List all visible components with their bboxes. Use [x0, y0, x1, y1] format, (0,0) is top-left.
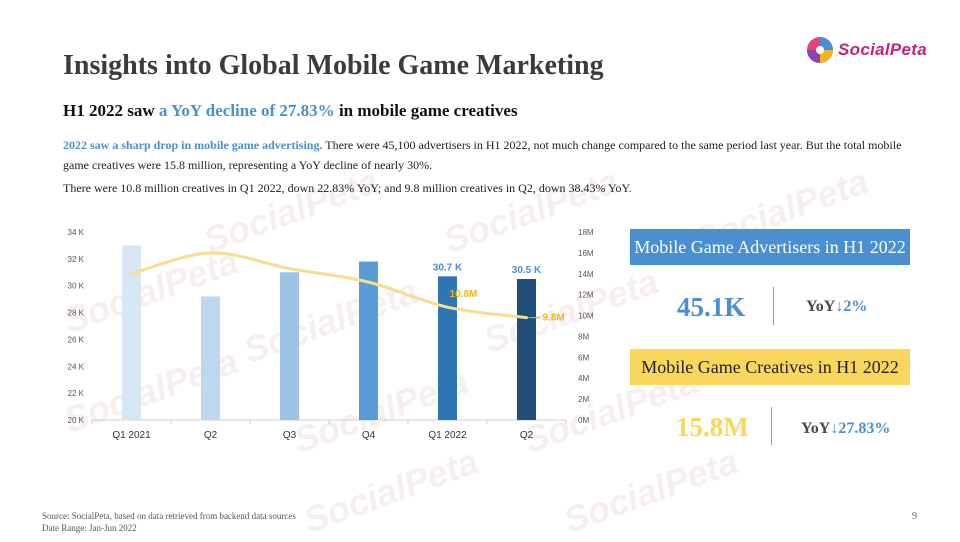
y-right-tick-label: 4M [578, 374, 589, 383]
y-right-tick-label: 0M [578, 416, 589, 425]
y-right-tick-label: 12M [578, 291, 594, 300]
brand-logo: SocialPeta [806, 34, 927, 66]
bar-data-label: 30.5 K [512, 265, 542, 276]
y-left-tick-label: 24 K [68, 362, 85, 371]
y-right-tick-label: 14M [578, 270, 594, 279]
footer-source: Source: SocialPeta, based on data retrie… [42, 511, 296, 521]
yoy-value: ↓27.83% [830, 420, 891, 437]
y-right-tick-label: 8M [578, 332, 589, 341]
divider [773, 287, 774, 325]
bar-advertisers [438, 276, 457, 420]
yoy-label: YoY [806, 298, 836, 315]
summary-highlight: 2022 saw a sharp drop in mobile game adv… [63, 138, 323, 152]
advertisers-value: 45.1K [677, 292, 746, 322]
bar-advertisers [122, 245, 141, 420]
line-creatives [130, 251, 528, 320]
subtitle-text: H1 2022 saw [63, 101, 159, 120]
x-tick-label: Q2 [520, 430, 534, 441]
page-title: Insights into Global Mobile Game Marketi… [63, 50, 604, 81]
creatives-banner: Mobile Game Creatives in H1 2022 [630, 349, 910, 385]
bar-advertisers [280, 272, 299, 420]
y-left-tick-label: 20 K [68, 416, 85, 425]
summary-paragraph: 2022 saw a sharp drop in mobile game adv… [63, 135, 913, 175]
bar-advertisers [517, 279, 536, 420]
y-right-tick-label: 6M [578, 353, 589, 362]
yoy-value: ↓2% [835, 298, 868, 315]
y-right-tick-label: 18M [578, 228, 594, 237]
advertisers-creatives-chart: 20 K 22 K 24 K 26 K 28 K 30 K 32 K 34 K 0M 2M 4M 6M… [68, 228, 594, 441]
x-tick-label: Q1 2021 [112, 430, 151, 441]
line-data-label: 9.8M [543, 313, 565, 324]
x-tick-label: Q1 2022 [428, 430, 467, 441]
y-left-tick-label: 32 K [68, 255, 85, 264]
x-tick-label: Q4 [362, 430, 376, 441]
creatives-yoy: YoY↓27.83% [801, 420, 890, 438]
y-left-tick-label: 22 K [68, 389, 85, 398]
x-tick-label: Q2 [204, 430, 218, 441]
divider [771, 407, 772, 445]
y-left-tick-label: 30 K [68, 282, 85, 291]
line-data-label: 10.8M [450, 289, 478, 300]
bar-data-label: 30.7 K [433, 262, 463, 273]
quarter-paragraph: There were 10.8 million creatives in Q1 … [63, 181, 632, 195]
advertisers-banner: Mobile Game Advertisers in H1 2022 [630, 229, 910, 265]
subtitle-text-end: in mobile game creatives [334, 101, 518, 120]
y-left-tick-label: 28 K [68, 309, 85, 318]
yoy-label: YoY [801, 420, 831, 437]
bar-advertisers [201, 296, 220, 420]
y-right-tick-label: 10M [578, 312, 594, 321]
summary-text: There were 45,100 advertisers in H1 2022… [63, 138, 902, 172]
y-left-tick-label: 26 K [68, 335, 85, 344]
creatives-value: 15.8M [676, 412, 749, 442]
page-subtitle: H1 2022 saw a YoY decline of 27.83% in m… [63, 101, 518, 121]
logo-text: SocialPeta [838, 40, 927, 59]
y-left-tick-label: 34 K [68, 228, 85, 237]
watermark: SocialPeta [298, 440, 484, 541]
x-tick-label: Q3 [283, 430, 297, 441]
page-number: 9 [912, 511, 917, 522]
advertisers-yoy: YoY↓2% [806, 298, 867, 316]
y-right-tick-label: 16M [578, 249, 594, 258]
subtitle-highlight: a YoY decline of 27.83% [158, 101, 335, 120]
footer-date-range: Date Range: Jan-Jun 2022 [42, 523, 137, 533]
watermark: SocialPeta [558, 440, 744, 541]
bar-advertisers [359, 261, 378, 420]
y-right-tick-label: 2M [578, 395, 589, 404]
logo-mark-icon [807, 37, 833, 63]
